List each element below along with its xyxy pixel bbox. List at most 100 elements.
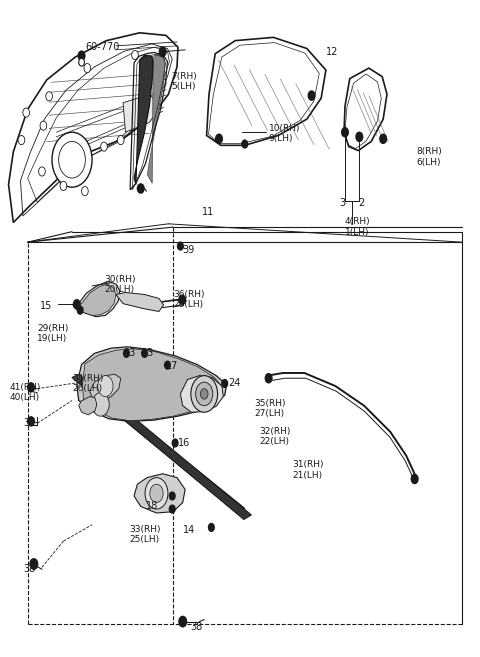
Circle shape xyxy=(308,91,315,100)
Text: 41(RH)
40(LH): 41(RH) 40(LH) xyxy=(10,383,41,402)
Circle shape xyxy=(52,132,92,187)
Text: 38: 38 xyxy=(23,564,35,574)
Circle shape xyxy=(40,121,47,130)
Text: 32(RH)
22(LH): 32(RH) 22(LH) xyxy=(259,427,290,446)
Circle shape xyxy=(92,393,109,416)
Circle shape xyxy=(179,616,187,627)
Circle shape xyxy=(30,559,37,569)
Text: 39: 39 xyxy=(183,245,195,255)
Circle shape xyxy=(208,524,214,532)
Circle shape xyxy=(82,187,88,196)
Text: 18: 18 xyxy=(146,501,158,511)
Circle shape xyxy=(200,389,208,399)
Text: 29(RH)
19(LH): 29(RH) 19(LH) xyxy=(37,324,69,344)
Circle shape xyxy=(60,181,67,191)
Circle shape xyxy=(77,306,83,314)
Circle shape xyxy=(411,474,418,484)
Text: 4(RH)
1(LH): 4(RH) 1(LH) xyxy=(345,217,371,237)
Circle shape xyxy=(172,439,178,447)
Circle shape xyxy=(196,382,213,406)
Circle shape xyxy=(178,242,183,250)
Circle shape xyxy=(38,167,45,176)
Circle shape xyxy=(150,484,163,503)
Circle shape xyxy=(169,505,175,513)
Polygon shape xyxy=(77,347,227,421)
Polygon shape xyxy=(83,349,222,420)
Circle shape xyxy=(265,374,272,383)
Circle shape xyxy=(137,184,144,193)
Circle shape xyxy=(101,142,108,151)
Text: 37: 37 xyxy=(23,419,35,428)
Circle shape xyxy=(160,49,165,55)
Circle shape xyxy=(98,376,113,397)
Text: 15: 15 xyxy=(39,302,52,311)
Circle shape xyxy=(380,134,386,143)
Circle shape xyxy=(84,64,91,73)
Circle shape xyxy=(342,127,348,137)
Polygon shape xyxy=(180,376,223,412)
Text: 23: 23 xyxy=(123,348,135,358)
Text: 10(RH)
9(LH): 10(RH) 9(LH) xyxy=(269,124,300,143)
Circle shape xyxy=(117,135,124,145)
Circle shape xyxy=(216,134,222,143)
Text: 11: 11 xyxy=(202,207,214,217)
Polygon shape xyxy=(116,292,164,311)
Circle shape xyxy=(169,492,175,500)
Circle shape xyxy=(144,102,150,112)
Circle shape xyxy=(46,92,52,101)
Text: 12: 12 xyxy=(326,47,338,57)
Text: 16: 16 xyxy=(178,438,190,448)
Circle shape xyxy=(356,132,363,141)
Circle shape xyxy=(179,295,186,304)
Text: 3: 3 xyxy=(339,198,346,208)
Text: 31(RH)
21(LH): 31(RH) 21(LH) xyxy=(292,460,324,480)
Text: 2: 2 xyxy=(359,198,365,208)
Text: 14: 14 xyxy=(183,525,195,535)
Polygon shape xyxy=(147,54,165,183)
Polygon shape xyxy=(9,33,178,223)
Polygon shape xyxy=(206,37,326,145)
Circle shape xyxy=(28,417,34,426)
Text: 7(RH)
5(LH): 7(RH) 5(LH) xyxy=(171,72,196,91)
Polygon shape xyxy=(344,68,387,150)
Text: 13: 13 xyxy=(142,348,155,358)
Circle shape xyxy=(222,380,228,388)
Circle shape xyxy=(142,350,147,357)
Text: 30(RH)
20(LH): 30(RH) 20(LH) xyxy=(104,275,135,294)
Circle shape xyxy=(73,300,80,309)
Circle shape xyxy=(159,79,166,88)
Polygon shape xyxy=(90,374,120,402)
Text: 24: 24 xyxy=(228,378,241,388)
Circle shape xyxy=(127,121,133,130)
Polygon shape xyxy=(134,474,185,513)
Text: 35(RH)
27(LH): 35(RH) 27(LH) xyxy=(254,399,286,418)
Text: 38: 38 xyxy=(190,622,202,633)
Circle shape xyxy=(18,135,25,145)
Circle shape xyxy=(28,383,34,392)
Circle shape xyxy=(165,361,170,369)
Polygon shape xyxy=(72,374,245,513)
Circle shape xyxy=(79,58,84,66)
Text: 33(RH)
25(LH): 33(RH) 25(LH) xyxy=(129,525,161,544)
Circle shape xyxy=(191,376,217,412)
Circle shape xyxy=(145,478,168,509)
Text: 8(RH)
6(LH): 8(RH) 6(LH) xyxy=(417,147,443,167)
Polygon shape xyxy=(79,378,252,520)
Text: 36(RH)
28(LH): 36(RH) 28(LH) xyxy=(173,290,204,309)
Polygon shape xyxy=(73,281,120,317)
Circle shape xyxy=(152,56,158,65)
Circle shape xyxy=(123,350,129,357)
Polygon shape xyxy=(134,55,153,185)
Polygon shape xyxy=(123,95,161,132)
Circle shape xyxy=(59,141,85,178)
Circle shape xyxy=(23,108,30,117)
Text: 34(RH)
26(LH): 34(RH) 26(LH) xyxy=(72,374,103,393)
Polygon shape xyxy=(77,284,116,315)
Text: 17: 17 xyxy=(166,361,179,371)
Polygon shape xyxy=(79,397,97,415)
Text: 60-770: 60-770 xyxy=(85,42,119,52)
Circle shape xyxy=(159,47,166,57)
Circle shape xyxy=(242,140,248,148)
Circle shape xyxy=(78,51,85,60)
Circle shape xyxy=(132,51,138,60)
